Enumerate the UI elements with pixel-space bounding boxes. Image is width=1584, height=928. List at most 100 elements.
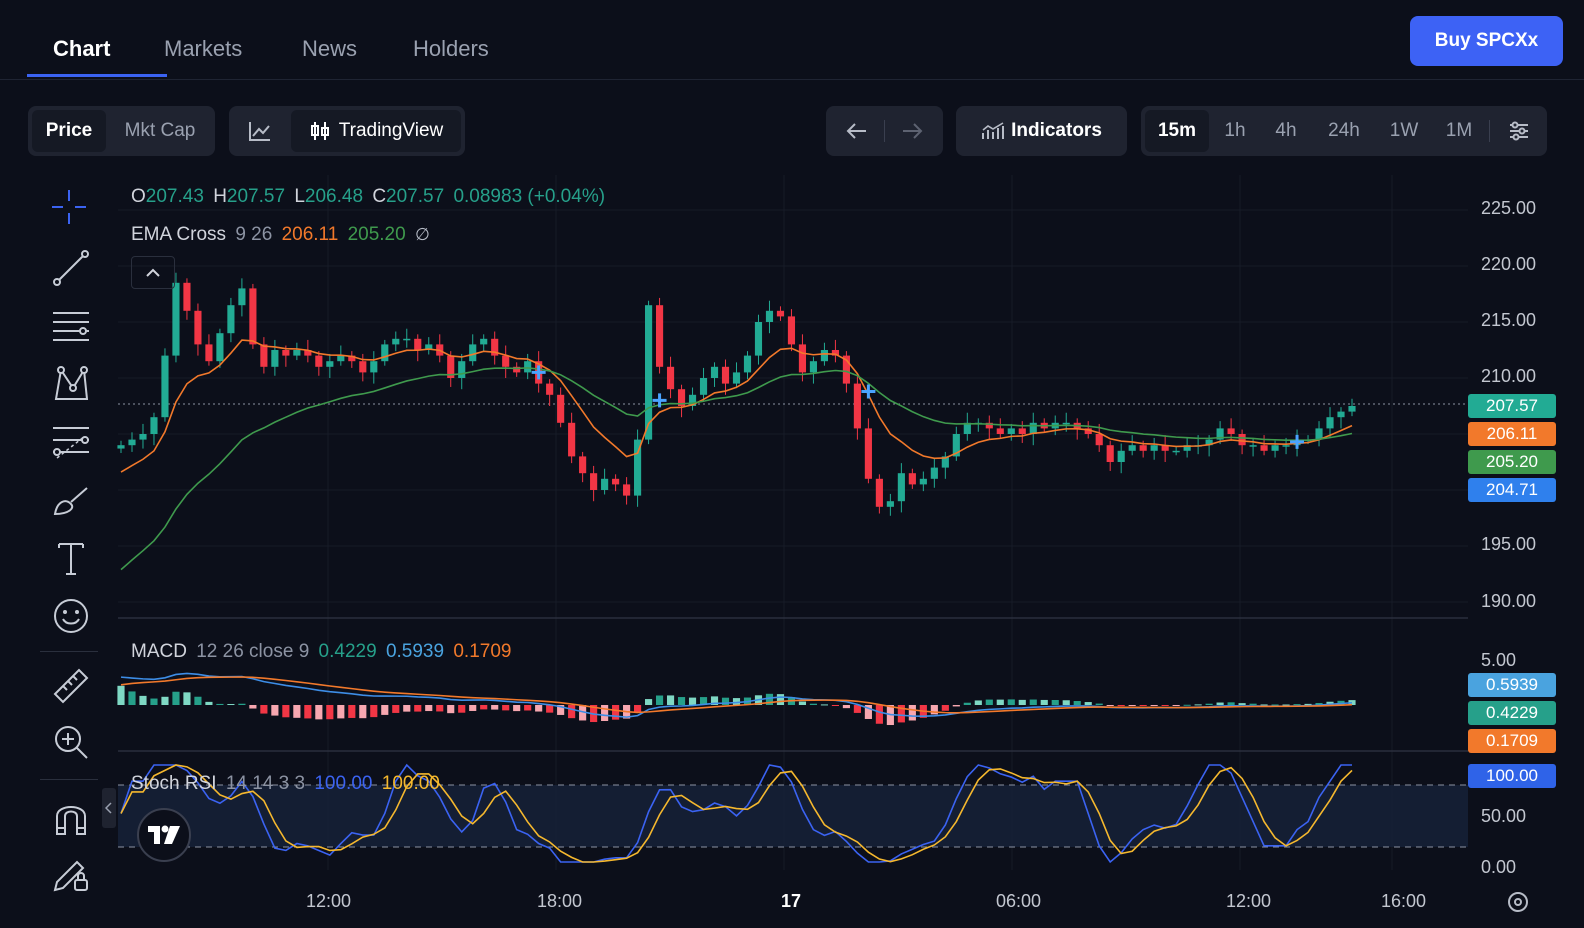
candle-body: [1337, 411, 1345, 418]
macd-hist-bar: [381, 705, 389, 715]
collapse-panel-button[interactable]: [102, 788, 116, 828]
emoji-tool[interactable]: [48, 593, 94, 639]
macd-hist-bar: [271, 705, 279, 716]
price-toggle-button[interactable]: Price: [32, 110, 106, 152]
candle-body: [930, 467, 938, 479]
tradingview-button[interactable]: TradingView: [291, 110, 461, 152]
candle-body: [655, 305, 664, 367]
stoch-k-value: 100.00: [314, 773, 373, 794]
tab-chart[interactable]: Chart: [53, 36, 111, 61]
macd-hist-bar: [952, 705, 960, 707]
timeframe-15m[interactable]: 15m: [1145, 110, 1209, 152]
macd-hist-bar: [1249, 703, 1257, 705]
tab-holders[interactable]: Holders: [413, 36, 489, 61]
candle-body: [634, 439, 642, 496]
trendline-icon: [53, 250, 89, 286]
line-chart-button[interactable]: [233, 110, 287, 152]
macd-hist-bar: [161, 696, 169, 705]
macd-legend[interactable]: MACD 12 26 close 9 0.4229 0.5939 0.1709: [131, 641, 515, 663]
candle-body: [1106, 445, 1114, 462]
macd-hist-bar: [1293, 704, 1301, 706]
macd-hist-bar: [1216, 702, 1224, 705]
tool-separator: [40, 779, 98, 780]
macd-histogram: [117, 685, 1356, 726]
candle-body: [886, 501, 894, 507]
macd-hist-bar: [776, 694, 785, 705]
candle-body: [919, 478, 927, 485]
timeframe-1w[interactable]: 1W: [1389, 120, 1419, 141]
mktcap-toggle-button[interactable]: Mkt Cap: [124, 120, 196, 141]
macd-hist-bar: [337, 705, 345, 719]
redo-button[interactable]: [887, 110, 939, 152]
macd-hist-bar: [842, 705, 850, 709]
candle-body: [1238, 434, 1246, 446]
tab-news[interactable]: News: [302, 36, 358, 61]
ema-legend[interactable]: EMA Cross 9 26 206.11 205.20 ∅: [131, 224, 434, 246]
macd-hist-bar: [491, 705, 499, 710]
macd-hist-bar: [831, 705, 839, 706]
candle-body: [743, 355, 752, 373]
macd-hist-bar: [765, 693, 774, 705]
candle-body: [809, 361, 818, 373]
candle-body: [623, 484, 631, 496]
macd-hist-bar: [216, 703, 224, 705]
buy-token-button[interactable]: Buy SPCXx: [1410, 16, 1563, 66]
horizontal-lines-tool[interactable]: [48, 303, 94, 349]
tradingview-logo[interactable]: [137, 808, 191, 862]
undo-button[interactable]: [830, 110, 882, 152]
candle-body: [502, 355, 510, 367]
pattern-tool[interactable]: [48, 361, 94, 407]
macd-hist-bar: [1029, 699, 1037, 705]
timeframe-4h[interactable]: 4h: [1275, 120, 1297, 141]
timeframe-1h[interactable]: 1h: [1224, 120, 1246, 141]
fib-retracement-icon: [53, 427, 89, 459]
macd-hist-value: 0.4229: [318, 641, 377, 662]
magnet-tool[interactable]: [48, 795, 94, 841]
candle-body: [1062, 422, 1070, 425]
text-tool[interactable]: [48, 535, 94, 581]
macd-signal-tag: 0.1709: [1468, 729, 1556, 753]
legend-collapse-button[interactable]: [131, 256, 175, 289]
arrow-left-icon: [846, 123, 866, 139]
fib-tool[interactable]: [48, 419, 94, 465]
open-value: 207.43: [145, 186, 204, 207]
macd-hist-bar: [1227, 702, 1235, 705]
ema-hide-icon[interactable]: ∅: [414, 225, 430, 244]
timeframe-1m[interactable]: 1M: [1445, 120, 1473, 141]
right-scale-settings-icon[interactable]: [1508, 892, 1528, 912]
nav-separator: [884, 120, 885, 142]
candle-body: [699, 378, 708, 395]
trade-marker: [1290, 434, 1305, 449]
timeframe-24h[interactable]: 24h: [1328, 120, 1360, 141]
tab-markets[interactable]: Markets: [164, 36, 243, 61]
macd-hist-bar: [1117, 705, 1125, 707]
chevron-up-icon: [146, 268, 160, 277]
measure-tool[interactable]: [48, 663, 94, 709]
candle-body: [787, 316, 796, 345]
candle-body: [238, 288, 246, 306]
text-icon: [58, 543, 84, 575]
macd-hist-bar: [128, 691, 136, 705]
candle-body: [754, 322, 763, 356]
macd-hist-bar: [447, 705, 455, 714]
stoch-d-line: [120, 764, 1353, 863]
stoch-legend[interactable]: Stoch RSI 14 14 3 3 100.00 100.00: [131, 773, 444, 795]
lock-drawings-tool[interactable]: [48, 851, 94, 897]
macd-hist-bar: [601, 705, 609, 722]
macd-hist-bar: [436, 705, 444, 712]
macd-hist-bar: [1150, 705, 1158, 706]
change-value: 0.08983 (+0.04%): [453, 186, 606, 207]
macd-hist-bar: [172, 691, 180, 705]
macd-hist-bar: [897, 705, 905, 723]
macd-hist-tag: 0.4229: [1468, 701, 1556, 725]
zoom-tool[interactable]: [48, 719, 94, 765]
candle-body: [370, 361, 378, 373]
brush-tool[interactable]: [48, 477, 94, 523]
candle-body: [172, 282, 180, 356]
macd-line-value: 0.5939: [385, 641, 445, 662]
indicators-button[interactable]: Indicators: [960, 110, 1123, 152]
history-nav-group: [826, 106, 943, 156]
trendline-tool[interactable]: [48, 245, 94, 291]
chart-settings-button[interactable]: [1495, 110, 1543, 152]
